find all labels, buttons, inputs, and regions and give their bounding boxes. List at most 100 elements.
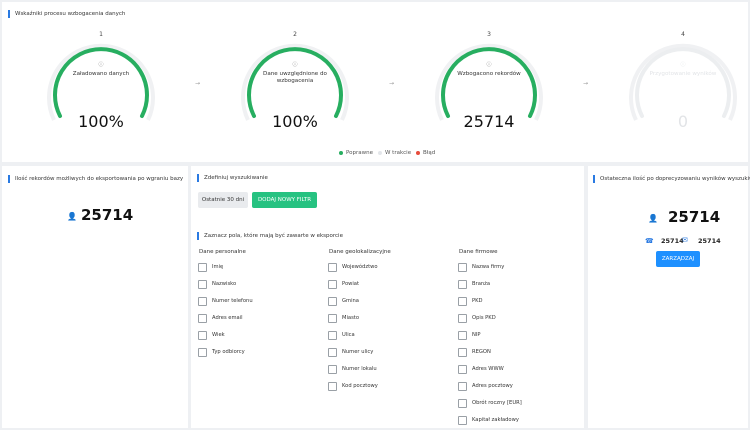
field-label: Wiek xyxy=(212,332,225,338)
gauge-value: 100% xyxy=(78,112,124,131)
checkbox[interactable] xyxy=(328,330,337,340)
field-checkbox-row[interactable]: NIP xyxy=(458,330,481,340)
field-checkbox-row[interactable]: Adres email xyxy=(198,313,243,323)
field-label: Gmina xyxy=(342,298,359,304)
help-icon[interactable]: ⓘ xyxy=(680,62,686,68)
field-label: PKD xyxy=(472,298,483,304)
field-checkbox-row[interactable]: Adres WWW xyxy=(458,364,504,374)
checkbox[interactable] xyxy=(198,347,207,357)
last-30-days-button[interactable]: Ostatnie 30 dni xyxy=(198,192,248,208)
gauge-value: 0 xyxy=(677,112,689,131)
checkbox[interactable] xyxy=(458,330,467,340)
status-dot-icon xyxy=(339,150,343,155)
field-label: Imię xyxy=(212,264,224,270)
arrow-right-icon: → xyxy=(195,80,201,87)
checkbox[interactable] xyxy=(328,364,337,374)
checkbox[interactable] xyxy=(328,262,337,272)
gauge-arc xyxy=(629,43,737,121)
field-checkbox-row[interactable]: REGON xyxy=(458,347,491,357)
enrichment-metrics-panel: Wskaźniki procesu wzbogacenia danych 1 ⓘ… xyxy=(2,2,748,162)
field-label: Adres WWW xyxy=(472,366,504,372)
field-checkbox-row[interactable]: Województwo xyxy=(328,262,378,272)
column-head-company: Dane firmowe xyxy=(459,249,498,255)
field-label: Numer ulicy xyxy=(342,349,374,355)
gauge-value: 100% xyxy=(272,112,318,131)
checkbox[interactable] xyxy=(328,381,337,391)
field-label: Miasto xyxy=(342,315,360,321)
arrow-right-icon: → xyxy=(389,80,395,87)
field-checkbox-row[interactable]: Wiek xyxy=(198,330,225,340)
legend-error: Błąd xyxy=(416,150,435,156)
field-checkbox-row[interactable]: Numer ulicy xyxy=(328,347,373,357)
field-checkbox-row[interactable]: PKD xyxy=(458,296,483,306)
gauge-step-number: 2 xyxy=(293,31,297,38)
status-dot-icon xyxy=(416,150,420,155)
checkbox[interactable] xyxy=(328,296,337,306)
checkbox[interactable] xyxy=(328,313,337,323)
checkbox[interactable] xyxy=(458,279,467,289)
field-checkbox-row[interactable]: Numer lokalu xyxy=(328,364,377,374)
field-checkbox-row[interactable]: Gmina xyxy=(328,296,359,306)
checkbox[interactable] xyxy=(198,279,207,289)
field-checkbox-row[interactable]: Ulica xyxy=(328,330,355,340)
field-label: Adres pocztowy xyxy=(472,383,513,389)
checkbox[interactable] xyxy=(198,262,207,272)
checkbox[interactable] xyxy=(458,364,467,374)
gauge-step-number: 4 xyxy=(681,31,685,38)
export-config-panel: Zdefiniuj wyszukiwanie Ostatnie 30 dni D… xyxy=(191,166,584,428)
final-count-panel: Ostateczna ilość po doprecyzowaniu wynik… xyxy=(588,166,750,428)
gauge-label: Wzbogacono rekordów xyxy=(457,71,521,77)
field-checkbox-row[interactable]: Branża xyxy=(458,279,490,289)
checkbox[interactable] xyxy=(458,347,467,357)
field-checkbox-row[interactable]: Opis PKD xyxy=(458,313,496,323)
field-label: Województwo xyxy=(342,264,378,270)
field-checkbox-row[interactable]: Nazwisko xyxy=(198,279,236,289)
field-checkbox-row[interactable]: Miasto xyxy=(328,313,359,323)
checkbox[interactable] xyxy=(198,296,207,306)
legend-ok: Poprawne xyxy=(339,150,373,156)
exportable-records-title: Ilość rekordów możliwych do eksportowani… xyxy=(8,175,183,183)
field-checkbox-row[interactable]: Powiat xyxy=(328,279,359,289)
help-icon[interactable]: ⓘ xyxy=(486,62,492,68)
add-filter-button[interactable]: DODAJ NOWY FILTR xyxy=(252,192,317,208)
help-icon[interactable]: ⓘ xyxy=(98,62,104,68)
phone-icon: ☎ xyxy=(645,237,654,245)
legend-ok-label: Poprawne xyxy=(346,150,373,156)
column-head-geo: Dane geolokalizacyjne xyxy=(329,249,391,255)
gauge-step-2: 2 ⓘ Dane uwzględnione do wzbogacenia 100… xyxy=(230,24,360,131)
checkbox[interactable] xyxy=(458,398,467,408)
gauge-value: 25714 xyxy=(463,112,515,131)
exportable-records-count: 25714 xyxy=(81,206,134,224)
field-label: Powiat xyxy=(342,281,360,287)
checkbox[interactable] xyxy=(458,381,467,391)
field-checkbox-row[interactable]: Nazwa firmy xyxy=(458,262,504,272)
field-label: NIP xyxy=(472,332,481,338)
help-icon[interactable]: ⓘ xyxy=(292,62,298,68)
legend-progress: W trakcie xyxy=(378,150,411,156)
field-checkbox-row[interactable]: Typ odbiorcy xyxy=(198,347,245,357)
exportable-records-panel: Ilość rekordów możliwych do eksportowani… xyxy=(2,166,188,428)
checkbox[interactable] xyxy=(328,347,337,357)
enrichment-metrics-title: Wskaźniki procesu wzbogacenia danych xyxy=(8,10,125,18)
checkbox[interactable] xyxy=(458,415,467,425)
field-checkbox-row[interactable]: Kapitał zakładowy xyxy=(458,415,519,425)
field-checkbox-row[interactable]: Adres pocztowy xyxy=(458,381,513,391)
field-checkbox-row[interactable]: Imię xyxy=(198,262,223,272)
filter-title: Zdefiniuj wyszukiwanie xyxy=(197,174,268,182)
field-label: Typ odbiorcy xyxy=(212,349,245,355)
user-icon: 👤 xyxy=(67,212,77,221)
gauge-label: Przygotowanie wyników xyxy=(649,71,717,77)
field-label: REGON xyxy=(472,349,491,355)
field-checkbox-row[interactable]: Numer telefonu xyxy=(198,296,253,306)
gauge-step-number: 1 xyxy=(99,31,103,38)
checkbox[interactable] xyxy=(458,313,467,323)
checkbox[interactable] xyxy=(458,262,467,272)
checkbox[interactable] xyxy=(198,330,207,340)
manage-button[interactable]: ZARZĄDZAJ xyxy=(656,251,700,267)
field-checkbox-row[interactable]: Kod pocztowy xyxy=(328,381,378,391)
checkbox[interactable] xyxy=(328,279,337,289)
checkbox[interactable] xyxy=(198,313,207,323)
checkbox[interactable] xyxy=(458,296,467,306)
field-label: Adres email xyxy=(212,315,243,321)
field-checkbox-row[interactable]: Obrót roczny [EUR] xyxy=(458,398,522,408)
